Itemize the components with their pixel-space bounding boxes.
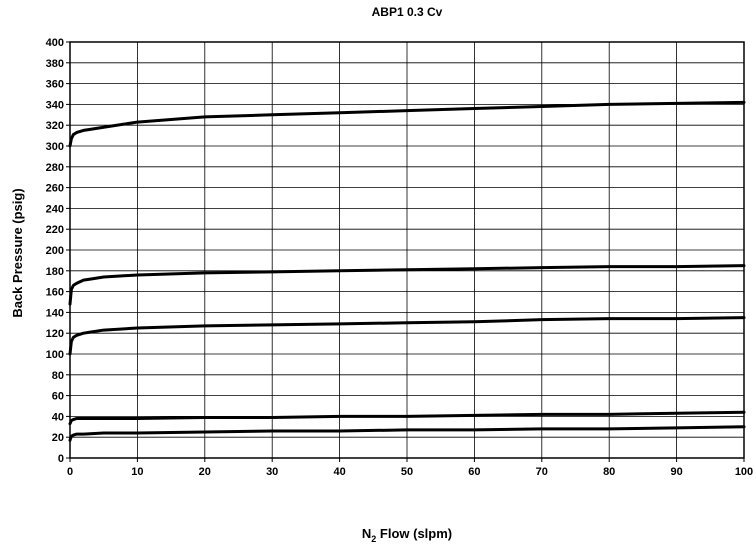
y-tick-label: 180 (46, 266, 64, 278)
y-tick-label: 400 (46, 37, 64, 49)
y-tick-label: 160 (46, 287, 64, 299)
y-tick-label: 260 (46, 183, 64, 195)
series-line-4 (68, 410, 746, 426)
y-tick-label: 360 (46, 79, 64, 91)
x-tick-label: 90 (670, 466, 682, 478)
x-tick-label: 70 (536, 466, 548, 478)
x-tick-label: 80 (603, 466, 615, 478)
x-tick-label: 100 (735, 466, 753, 478)
x-tick-label: 30 (266, 466, 278, 478)
y-tick-label: 240 (46, 203, 64, 215)
y-tick-label: 300 (46, 141, 64, 153)
x-tick-label: 40 (333, 466, 345, 478)
y-tick-label: 200 (46, 245, 64, 257)
y-tick-label: 40 (52, 411, 64, 423)
series-line-3 (68, 316, 746, 356)
x-tick-label: 10 (131, 466, 143, 478)
y-tick-label: 380 (46, 58, 64, 70)
y-tick-label: 220 (46, 224, 64, 236)
x-tick-labels: 0 10 20 30 40 50 60 70 80 90 100 (67, 458, 753, 478)
y-tick-label: 100 (46, 349, 64, 361)
y-tick-labels: 0 20 40 60 80 100 120 140 160 180 200 220 240 260 280 3… (46, 37, 70, 465)
x-axis-label-main: N (362, 526, 371, 541)
chart-title: ABP1 0.3 Cv (372, 5, 443, 19)
x-tick-label: 20 (199, 466, 211, 478)
y-tick-label: 320 (46, 120, 64, 132)
y-tick-label: 340 (46, 99, 64, 111)
y-tick-label: 80 (52, 370, 64, 382)
y-axis-label: Back Pressure (psig) (10, 188, 25, 317)
series-line-2 (68, 264, 746, 306)
series-line-1 (68, 100, 746, 148)
x-axis-label-rest: Flow (slpm) (376, 526, 452, 541)
y-tick-label: 140 (46, 307, 64, 319)
x-tick-label: 0 (67, 466, 73, 478)
x-axis-label-subscript: 2 (371, 534, 376, 544)
x-tick-label: 60 (468, 466, 480, 478)
y-tick-label: 120 (46, 328, 64, 340)
y-tick-label: 280 (46, 162, 64, 174)
y-tick-label: 0 (58, 453, 64, 465)
x-tick-label: 50 (401, 466, 413, 478)
y-tick-label: 60 (52, 391, 64, 403)
series-line-5 (68, 425, 746, 442)
series-lines (68, 100, 746, 442)
y-tick-label: 20 (52, 432, 64, 444)
x-axis-label: N2 Flow (slpm) (362, 526, 452, 544)
